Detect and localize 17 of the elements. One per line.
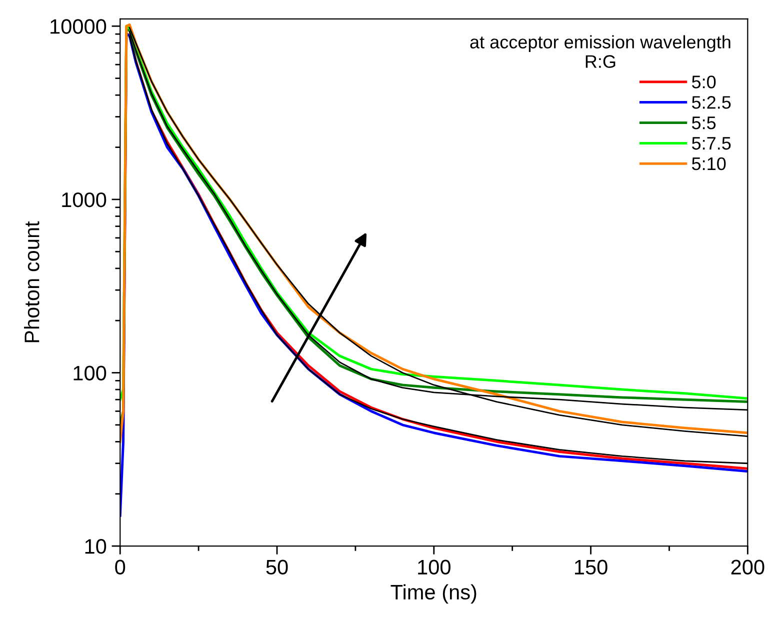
x-tick-label: 50 [266, 560, 288, 575]
x-tick-label: 200 [731, 560, 764, 575]
y-axis-title: Photon count [24, 221, 40, 342]
legend-label: 5:2.5 [692, 96, 731, 109]
legend-label: 5:10 [692, 157, 726, 170]
y-tick-label: 100 [74, 366, 106, 380]
x-axis-title: Time (ns) [390, 584, 476, 604]
y-tick-label: 1000 [62, 192, 106, 208]
x-tick-label: 150 [574, 560, 608, 575]
x-tick-label: 100 [418, 560, 450, 575]
y-tick-label: 10000 [50, 19, 106, 34]
legend-label: 5:0 [692, 76, 716, 88]
y-tick-label: 10 [85, 539, 106, 554]
legend-title: at acceptor emission wavelength R:G [470, 35, 730, 68]
legend-label: 5:7.5 [692, 137, 731, 150]
x-tick-label: 0 [115, 560, 126, 575]
legend-label: 5:5 [692, 116, 716, 130]
